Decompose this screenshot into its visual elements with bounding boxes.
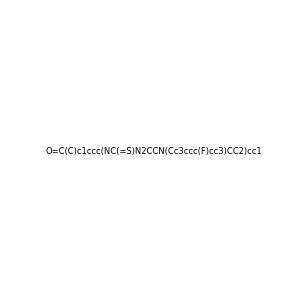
- Text: O=C(C)c1ccc(NC(=S)N2CCN(Cc3ccc(F)cc3)CC2)cc1: O=C(C)c1ccc(NC(=S)N2CCN(Cc3ccc(F)cc3)CC2…: [45, 147, 262, 156]
